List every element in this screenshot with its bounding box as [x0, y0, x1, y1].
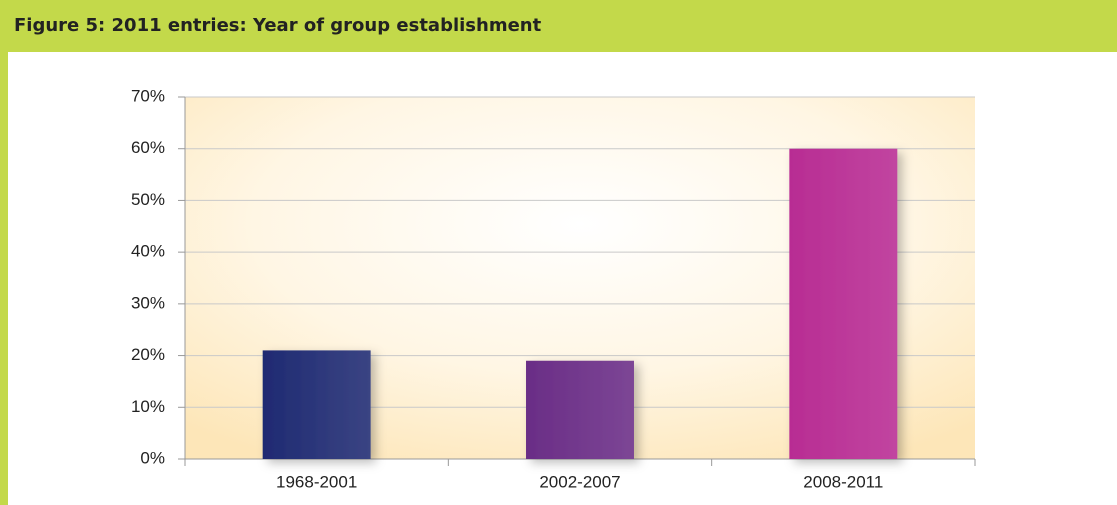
y-tick-label: 40%	[131, 242, 165, 261]
y-tick-label: 70%	[131, 86, 165, 105]
left-border	[0, 52, 8, 505]
chart-title: Figure 5: 2011 entries: Year of group es…	[14, 15, 542, 36]
bar	[526, 360, 634, 459]
figure-label: Figure 5:	[14, 15, 105, 36]
y-tick-label: 30%	[131, 293, 165, 312]
x-tick-label: 2008-2011	[803, 472, 883, 491]
y-tick-label: 60%	[131, 138, 165, 157]
x-tick-label: 2002-2007	[539, 472, 620, 491]
y-tick-label: 50%	[131, 190, 165, 209]
bar	[262, 350, 371, 459]
header-band	[0, 0, 1117, 52]
bar	[789, 148, 898, 459]
y-tick-label: 10%	[131, 397, 165, 416]
x-tick-label: 1968-2001	[276, 472, 357, 491]
y-tick-label: 20%	[131, 345, 165, 364]
title-text: 2011 entries: Year of group establishmen…	[112, 15, 542, 36]
y-tick-label: 0%	[140, 448, 165, 467]
